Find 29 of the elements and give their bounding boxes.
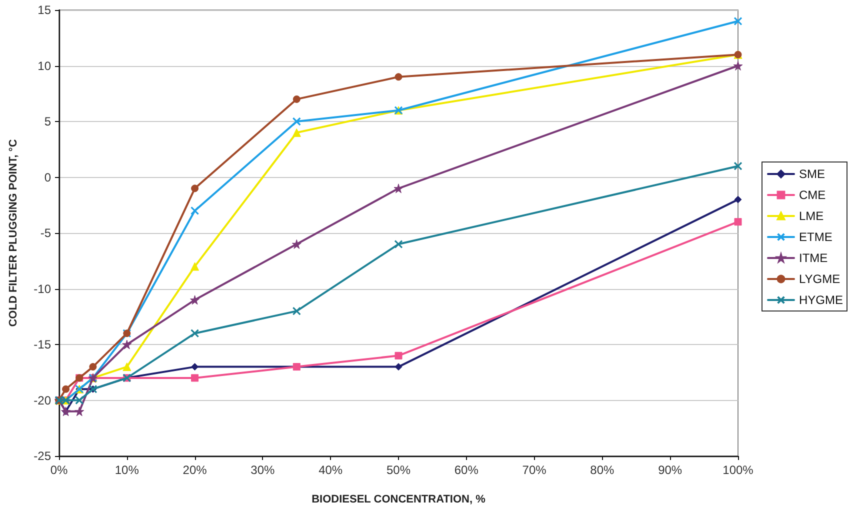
y-tick-label: 5 [44,114,52,128]
x-tick-label: 90% [658,463,682,477]
x-tick-label: 50% [386,463,411,477]
x-tick-label: 10% [114,463,140,477]
legend-label: LYGME [798,272,840,286]
legend-label: ETME [798,230,832,244]
x-tick-label: 60% [454,463,479,477]
x-tick-label: 30% [250,463,276,477]
y-tick-label: -5 [40,226,52,240]
y-tick-label: -10 [34,282,52,296]
x-tick-label: 0% [50,463,68,477]
x-tick-label: 80% [590,463,615,477]
x-tick-label: 40% [318,463,343,477]
y-tick-label: 10 [38,58,52,73]
y-tick-label: -15 [34,338,52,352]
legend-label: LME [798,209,824,223]
legend-label: HYGME [798,293,844,307]
x-tick-label: 20% [182,463,208,477]
x-tick-label: 70% [522,463,547,477]
y-axis-title: COLD FILTER PLUGGING POINT, °C [8,139,20,327]
y-tick-label: -25 [34,449,52,463]
y-tick-label: 0 [44,170,52,184]
legend-label: SME [798,167,826,181]
legend-label: ITME [798,251,828,265]
y-tick-label: -20 [34,393,52,408]
x-axis-title: BIODIESEL CONCENTRATION, % [312,494,486,506]
x-tick-label: 100% [722,463,754,477]
legend-label: CME [798,188,826,202]
y-tick-label: 15 [38,3,52,17]
